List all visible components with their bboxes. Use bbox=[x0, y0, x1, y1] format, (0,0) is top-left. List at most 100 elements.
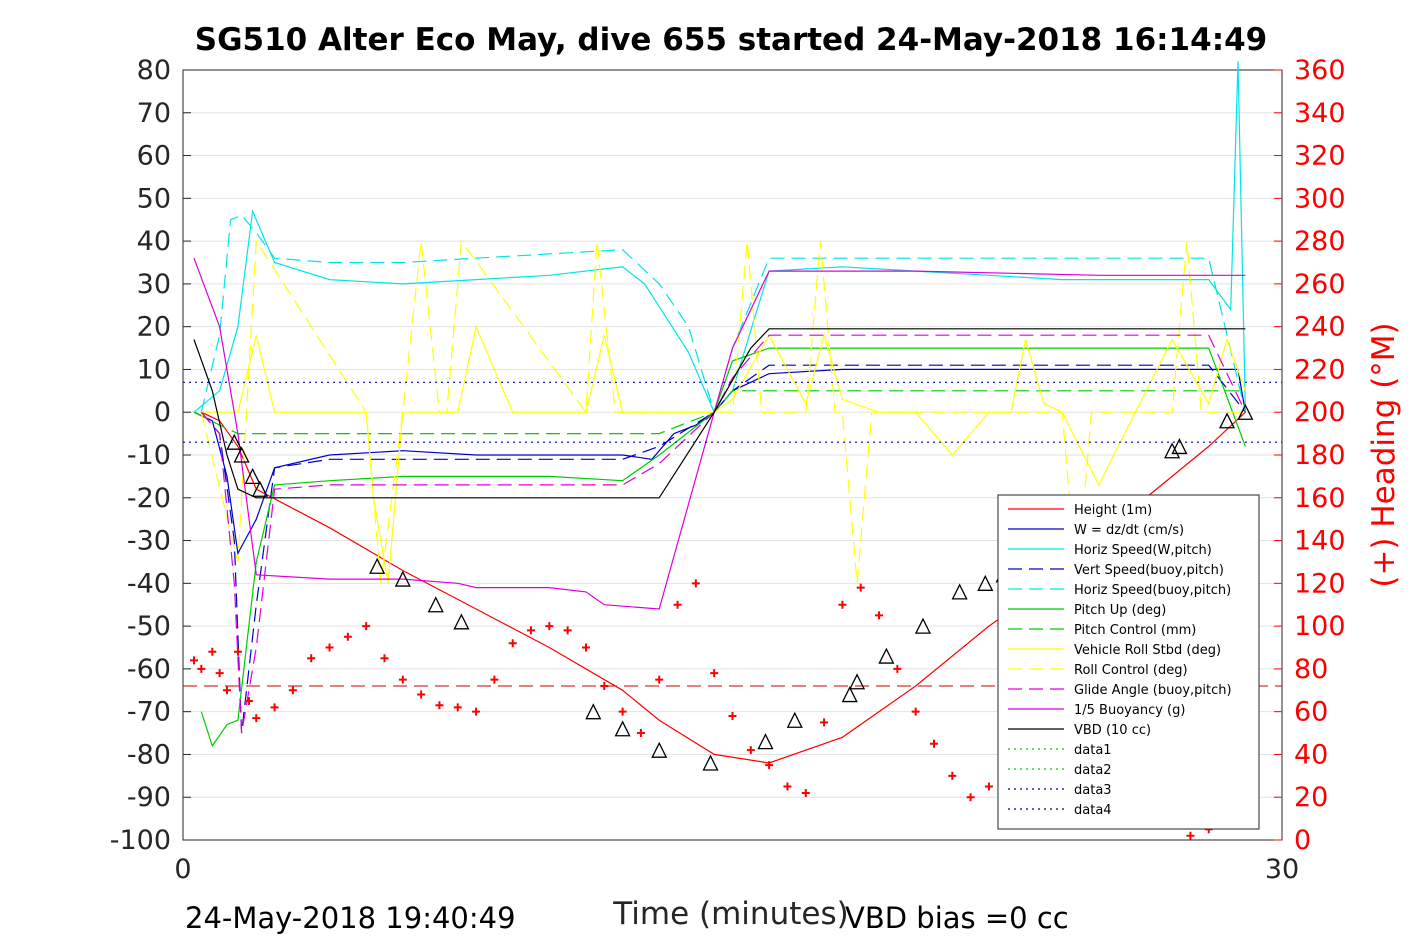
heading-point bbox=[655, 675, 664, 684]
heading-point bbox=[911, 707, 920, 716]
y-tick-label-right: 80 bbox=[1294, 654, 1328, 685]
y-tick-label-left: 70 bbox=[137, 98, 171, 129]
legend-box bbox=[997, 494, 1260, 830]
y-tick-label-left: -70 bbox=[127, 697, 171, 728]
y-tick-label-right: 260 bbox=[1294, 269, 1346, 300]
heading-point bbox=[875, 611, 884, 620]
position-marker bbox=[585, 703, 602, 720]
y-tick-label-left: 50 bbox=[137, 183, 171, 214]
heading-point bbox=[490, 675, 499, 684]
legend-label: Glide Angle (buoy,pitch) bbox=[1074, 683, 1232, 698]
legend-label: data2 bbox=[1074, 763, 1112, 778]
series-line-2 bbox=[193, 368, 1246, 556]
right-axis-label: (+) Heading (°M) bbox=[1366, 322, 1402, 587]
legend-label: 1/5 Buoyancy (g) bbox=[1074, 703, 1185, 718]
legend-label: data3 bbox=[1074, 783, 1112, 798]
position-marker bbox=[369, 557, 386, 574]
y-tick-label-right: 240 bbox=[1294, 312, 1346, 343]
y-tick-label-right: 280 bbox=[1294, 226, 1346, 257]
heading-point bbox=[563, 626, 572, 635]
x-tick-label: 30 bbox=[1265, 854, 1299, 885]
y-tick-label-left: 60 bbox=[137, 141, 171, 172]
position-marker bbox=[614, 720, 631, 737]
legend-label: Horiz Speed(W,pitch) bbox=[1074, 543, 1212, 558]
y-tick-label-left: -30 bbox=[127, 526, 171, 557]
heading-point bbox=[838, 600, 847, 609]
y-tick-label-right: 160 bbox=[1294, 483, 1346, 514]
position-marker bbox=[757, 733, 774, 750]
y-tick-label-right: 340 bbox=[1294, 98, 1346, 129]
legend-label: Roll Control (deg) bbox=[1074, 663, 1188, 678]
position-marker bbox=[1237, 403, 1254, 420]
y-tick-label-right: 0 bbox=[1294, 825, 1311, 856]
y-tick-label-right: 360 bbox=[1294, 55, 1346, 86]
heading-point bbox=[618, 707, 627, 716]
y-tick-label-right: 20 bbox=[1294, 782, 1328, 813]
y-tick-label-left: -80 bbox=[127, 739, 171, 770]
y-tick-label-left: 20 bbox=[137, 312, 171, 343]
heading-point bbox=[472, 707, 481, 716]
position-marker bbox=[1171, 437, 1188, 455]
y-tick-label-left: -20 bbox=[127, 483, 171, 514]
heading-point bbox=[600, 682, 609, 690]
x-tick-label: 0 bbox=[174, 854, 191, 885]
legend-label: W = dz/dt (cm/s) bbox=[1074, 523, 1184, 538]
y-tick-label-right: 300 bbox=[1294, 183, 1346, 214]
series-line-3 bbox=[193, 61, 1246, 414]
heading-point bbox=[929, 739, 938, 748]
heading-point bbox=[435, 701, 444, 710]
right-axis-ticks: 3603403203002802602402202001801601401201… bbox=[1274, 55, 1346, 856]
position-marker bbox=[233, 446, 250, 463]
legend-label: VBD (10 cc) bbox=[1074, 723, 1151, 738]
y-tick-label-right: 100 bbox=[1294, 611, 1346, 642]
heading-point bbox=[728, 711, 737, 720]
y-tick-label-left: 0 bbox=[154, 397, 171, 428]
heading-point bbox=[820, 718, 829, 727]
heading-point bbox=[636, 729, 645, 738]
y-tick-label-right: 200 bbox=[1294, 397, 1346, 428]
series-line-11 bbox=[193, 257, 1246, 610]
y-tick-label-left: -50 bbox=[127, 611, 171, 642]
series-line-6 bbox=[200, 347, 1246, 748]
heading-point bbox=[856, 583, 865, 592]
heading-point bbox=[189, 656, 198, 665]
legend-label: data4 bbox=[1074, 803, 1112, 818]
legend-label: Vehicle Roll Stbd (deg) bbox=[1074, 643, 1221, 658]
heading-point bbox=[222, 686, 231, 695]
position-marker bbox=[914, 617, 932, 634]
heading-point bbox=[288, 686, 297, 695]
y-tick-label-right: 60 bbox=[1294, 697, 1328, 728]
heading-point bbox=[417, 690, 426, 699]
heading-point bbox=[325, 643, 334, 652]
heading-point bbox=[252, 714, 261, 723]
heading-point bbox=[233, 647, 242, 656]
heading-point bbox=[581, 643, 590, 652]
chart-title: SG510 Alter Eco May, dive 655 started 24… bbox=[195, 22, 1267, 58]
position-marker bbox=[951, 583, 968, 600]
heading-point bbox=[527, 626, 536, 635]
position-marker bbox=[226, 433, 243, 450]
y-tick-label-left: -10 bbox=[127, 440, 171, 471]
legend-label: Pitch Control (mm) bbox=[1074, 623, 1196, 638]
position-marker bbox=[651, 741, 668, 758]
y-tick-label-right: 320 bbox=[1294, 141, 1346, 172]
position-marker bbox=[1164, 442, 1181, 459]
heading-point bbox=[398, 675, 407, 684]
y-tick-label-right: 40 bbox=[1294, 739, 1328, 770]
position-marker bbox=[394, 570, 411, 587]
y-tick-label-left: 10 bbox=[137, 354, 171, 385]
heading-point bbox=[545, 622, 554, 631]
heading-point bbox=[765, 761, 774, 770]
position-marker bbox=[251, 480, 268, 497]
y-tick-label-left: -40 bbox=[127, 568, 171, 599]
y-tick-label-right: 140 bbox=[1294, 526, 1346, 557]
legend-label: data1 bbox=[1074, 743, 1112, 758]
y-tick-label-left: -60 bbox=[127, 654, 171, 685]
heading-point bbox=[673, 600, 682, 609]
y-tick-label-right: 220 bbox=[1294, 354, 1346, 385]
heading-point bbox=[244, 696, 253, 705]
position-marker bbox=[427, 596, 444, 613]
position-marker bbox=[977, 574, 994, 591]
position-marker bbox=[1218, 412, 1236, 429]
series-line-5 bbox=[200, 214, 1246, 415]
